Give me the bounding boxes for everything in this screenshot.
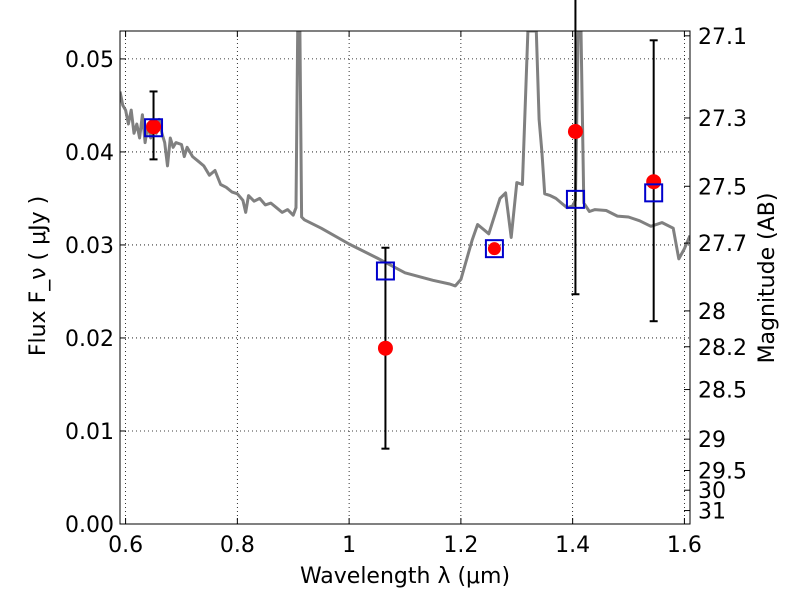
y-tick-label: 0.00	[65, 513, 114, 538]
plot-area-frame	[119, 30, 691, 525]
y-tick-label: 0.05	[65, 48, 114, 73]
right-axis-label: Magnitude (AB)	[755, 193, 780, 364]
right-tick-label: 27.7	[698, 232, 747, 257]
observed-point	[487, 242, 501, 256]
right-tick-label: 27.3	[698, 107, 747, 132]
right-tick-label: 29	[698, 428, 726, 453]
y-tick-label: 0.01	[65, 420, 114, 445]
y-tick-label: 0.03	[65, 234, 114, 259]
model-point	[644, 183, 664, 203]
right-tick-label: 28.5	[698, 379, 747, 404]
template-spectrum-layer	[120, 31, 690, 288]
x-tick-label: 0.8	[220, 533, 255, 558]
x-tick-label: 1	[342, 533, 356, 558]
x-tick-label: 1.2	[443, 533, 478, 558]
template-spectrum-line	[120, 31, 690, 288]
observed-point	[646, 174, 662, 190]
model-point	[144, 118, 164, 138]
right-tick-label: 28.2	[698, 336, 747, 361]
right-tick-label: 30	[698, 479, 726, 504]
observed-point	[377, 340, 393, 356]
y-tick-label: 0.04	[65, 141, 114, 166]
axis-ticks-layer: 0.6 0.8 1 1.2 1.4 1.6 0.00 0.01 0.02 0.03 0.04 0.05…	[65, 25, 747, 558]
x-tick-label: 0.6	[108, 533, 143, 558]
x-axis-label: Wavelength λ (μm)	[300, 564, 510, 589]
data-points-layer	[144, 118, 664, 356]
right-tick-label: 28	[698, 300, 726, 325]
right-tick-label: 27.1	[698, 25, 747, 50]
y-axis-label: Flux F_ν ( μJy )	[26, 196, 51, 356]
right-tick-label: 31	[698, 500, 726, 525]
grid-lines	[120, 31, 690, 524]
model-point	[484, 239, 504, 259]
observed-point	[146, 119, 162, 135]
model-point	[375, 261, 395, 281]
model-point	[565, 189, 585, 209]
x-tick-label: 1.6	[667, 533, 702, 558]
right-tick-label: 29.5	[698, 459, 747, 484]
observed-point	[567, 123, 583, 139]
right-tick-label: 27.5	[698, 175, 747, 200]
x-tick-label: 1.4	[555, 533, 590, 558]
y-tick-label: 0.02	[65, 327, 114, 352]
